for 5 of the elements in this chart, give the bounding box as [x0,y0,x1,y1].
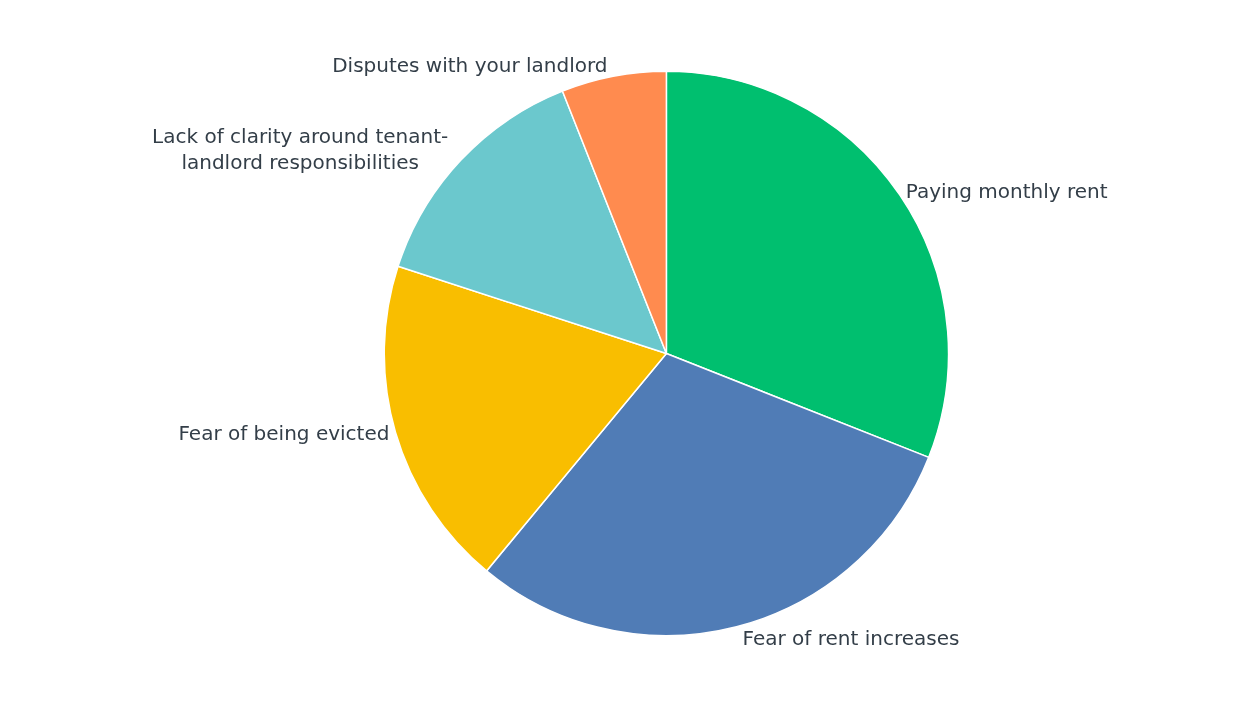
slice-label: Lack of clarity around tenant-landlord responsibilities [152,123,449,174]
slice-label: Fear of being evicted [178,421,390,446]
slice-label: Fear of rent increases [742,626,960,651]
slice-label: Disputes with your landlord [332,52,608,77]
slice-label: Paying monthly rent [905,179,1108,204]
